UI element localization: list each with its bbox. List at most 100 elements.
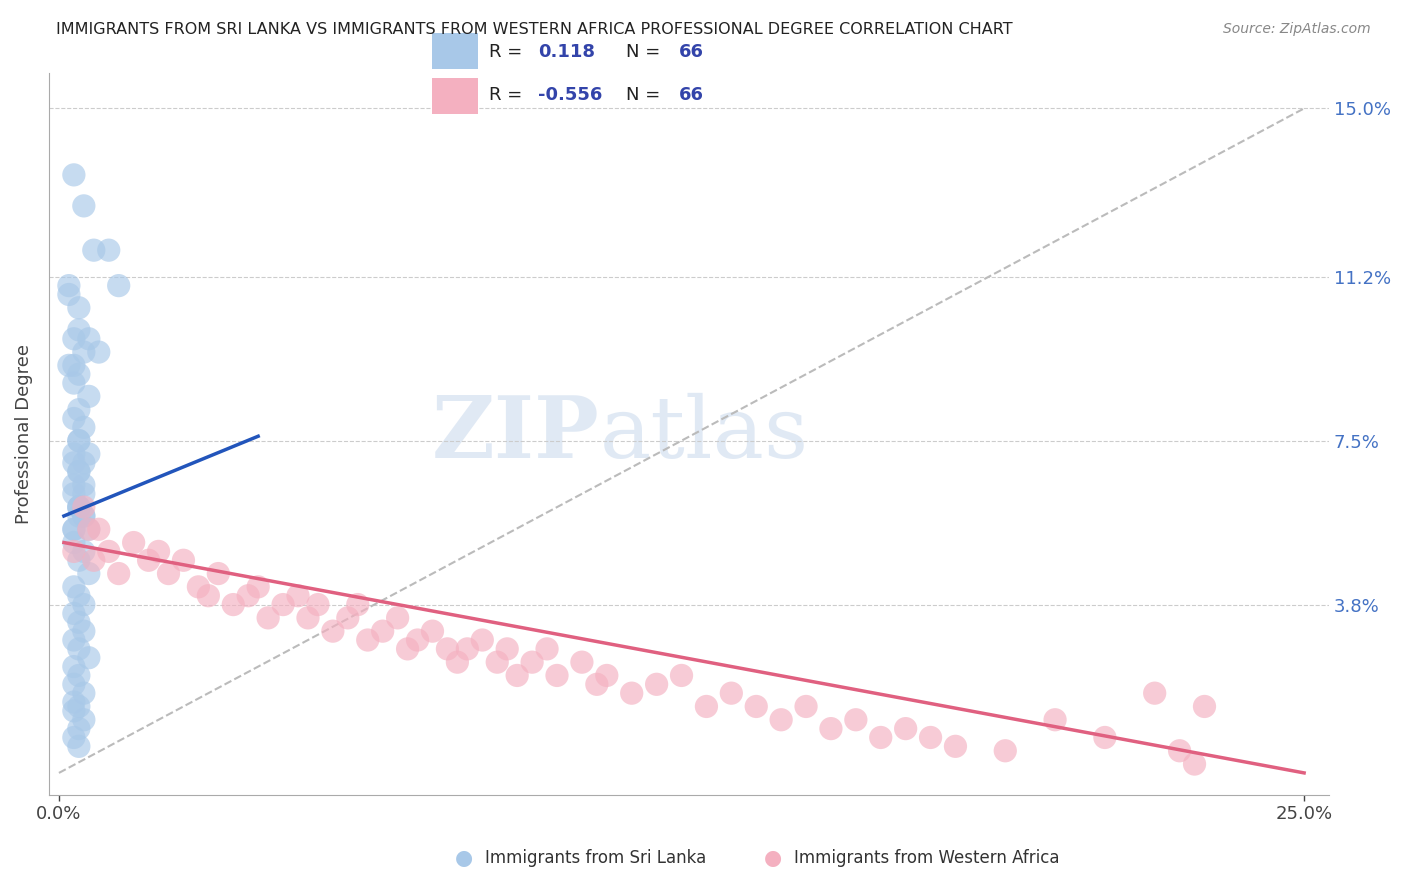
Point: [63, 704, 86, 718]
Point: [73, 508, 96, 523]
Point: [97, 243, 120, 257]
Point: [406, 633, 429, 648]
Point: [496, 641, 519, 656]
Point: [67, 739, 90, 754]
Point: [1094, 731, 1116, 745]
Point: [73, 624, 96, 639]
Text: N =: N =: [626, 43, 659, 61]
Point: [994, 744, 1017, 758]
Point: [322, 624, 344, 639]
Point: [63, 456, 86, 470]
Point: [745, 699, 768, 714]
Point: [187, 580, 209, 594]
Point: [238, 589, 260, 603]
Point: [67, 699, 90, 714]
Point: [456, 641, 478, 656]
Point: [1043, 713, 1066, 727]
Point: [67, 434, 90, 448]
Point: [58, 359, 80, 373]
Point: [63, 487, 86, 501]
Point: [63, 522, 86, 536]
Point: [63, 544, 86, 558]
Point: [471, 633, 494, 648]
Point: [107, 566, 129, 581]
Point: [73, 456, 96, 470]
Point: [67, 465, 90, 479]
Point: [67, 553, 90, 567]
Point: [77, 566, 100, 581]
Text: ●: ●: [765, 848, 782, 868]
Point: [1168, 744, 1191, 758]
Point: [107, 278, 129, 293]
Point: [73, 544, 96, 558]
Point: [63, 447, 86, 461]
Point: [346, 598, 368, 612]
Point: [63, 607, 86, 621]
Point: [894, 722, 917, 736]
Point: [73, 345, 96, 359]
Point: [73, 478, 96, 492]
Point: [287, 589, 309, 603]
Point: [63, 633, 86, 648]
Point: [77, 522, 100, 536]
Point: [67, 434, 90, 448]
Point: [596, 668, 619, 682]
Point: [97, 544, 120, 558]
Point: [620, 686, 643, 700]
Point: [720, 686, 742, 700]
Text: Source: ZipAtlas.com: Source: ZipAtlas.com: [1223, 22, 1371, 37]
Point: [336, 611, 359, 625]
Text: IMMIGRANTS FROM SRI LANKA VS IMMIGRANTS FROM WESTERN AFRICA PROFESSIONAL DEGREE : IMMIGRANTS FROM SRI LANKA VS IMMIGRANTS …: [56, 22, 1012, 37]
Point: [73, 199, 96, 213]
Point: [58, 278, 80, 293]
Point: [63, 731, 86, 745]
Point: [83, 553, 105, 567]
Text: ZIP: ZIP: [432, 392, 599, 476]
Point: [207, 566, 229, 581]
Point: [73, 500, 96, 515]
Point: [436, 641, 458, 656]
Point: [73, 487, 96, 501]
Point: [77, 332, 100, 346]
Point: [63, 580, 86, 594]
Point: [63, 677, 86, 691]
Point: [297, 611, 319, 625]
Text: Immigrants from Western Africa: Immigrants from Western Africa: [794, 849, 1060, 867]
Point: [63, 522, 86, 536]
Point: [77, 447, 100, 461]
Text: 66: 66: [678, 87, 703, 104]
Point: [63, 478, 86, 492]
Point: [536, 641, 558, 656]
Point: [58, 287, 80, 301]
Text: -0.556: -0.556: [538, 87, 602, 104]
Point: [67, 368, 90, 382]
Point: [67, 508, 90, 523]
Point: [794, 699, 817, 714]
Y-axis label: Professional Degree: Professional Degree: [15, 344, 32, 524]
Point: [122, 535, 145, 549]
Point: [67, 722, 90, 736]
Point: [67, 589, 90, 603]
Point: [645, 677, 668, 691]
Point: [67, 301, 90, 315]
Point: [396, 641, 419, 656]
Point: [506, 668, 529, 682]
Point: [67, 615, 90, 630]
Point: [73, 420, 96, 434]
Point: [945, 739, 967, 754]
Text: N =: N =: [626, 87, 659, 104]
Text: R =: R =: [489, 87, 522, 104]
Point: [157, 566, 180, 581]
Point: [87, 345, 110, 359]
Point: [63, 376, 86, 390]
Point: [486, 655, 509, 669]
Point: [67, 641, 90, 656]
Point: [1194, 699, 1216, 714]
Point: [869, 731, 891, 745]
Point: [172, 553, 194, 567]
Point: [197, 589, 219, 603]
Text: ●: ●: [456, 848, 472, 868]
Point: [148, 544, 170, 558]
Text: R =: R =: [489, 43, 522, 61]
Point: [820, 722, 842, 736]
